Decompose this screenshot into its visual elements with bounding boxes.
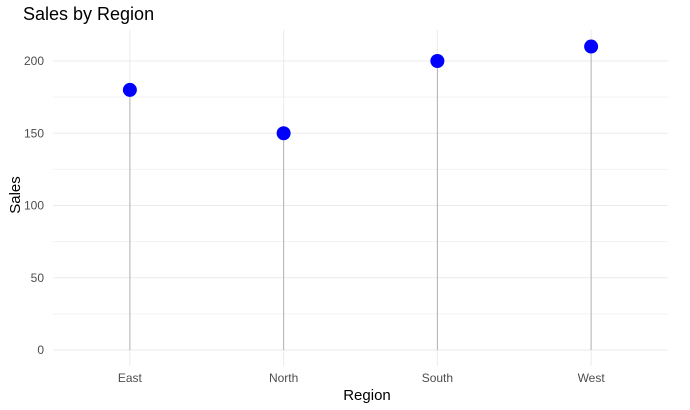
y-axis-tick-labels: 0 50 100 150 200	[24, 54, 44, 357]
y-axis-title: Sales	[7, 176, 24, 214]
y-tick-label: 0	[37, 343, 44, 357]
minor-gridlines	[53, 96, 668, 315]
x-axis-tick-labels: East North South West	[118, 371, 605, 385]
chart-title: Sales by Region	[23, 4, 155, 24]
lollipop-stems	[129, 46, 592, 350]
data-point	[430, 54, 445, 68]
x-tick-label: North	[269, 371, 298, 385]
x-tick-label: West	[578, 371, 606, 385]
lollipop-points	[122, 39, 599, 141]
data-point	[276, 126, 291, 141]
data-point	[584, 39, 599, 54]
x-tick-label: South	[422, 371, 453, 385]
y-tick-label: 150	[24, 126, 44, 140]
x-axis-title: Region	[343, 387, 391, 404]
y-tick-label: 100	[24, 199, 44, 213]
data-point	[122, 82, 137, 97]
major-gridlines	[53, 30, 668, 366]
x-tick-label: East	[118, 371, 143, 385]
y-tick-label: 200	[24, 54, 44, 68]
y-tick-label: 50	[31, 271, 45, 285]
